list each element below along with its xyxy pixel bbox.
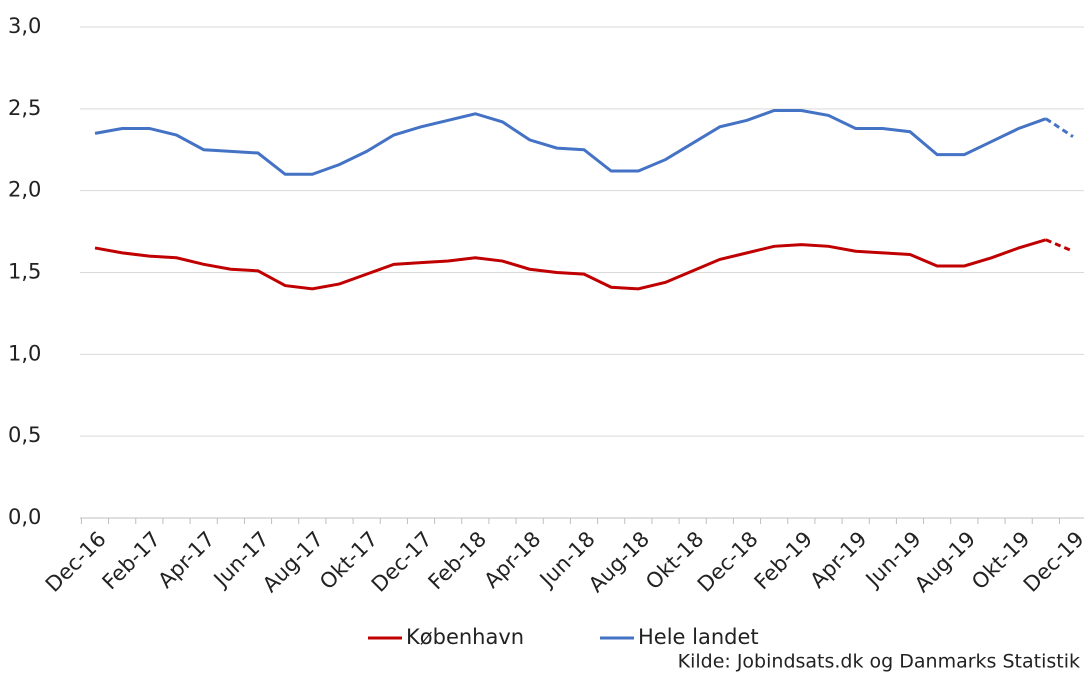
x-tick-label: Dec-17 [367, 527, 437, 597]
y-tick-label: 1,5 [8, 260, 41, 284]
x-tick-label: Feb-17 [98, 527, 166, 595]
line-dashed [1045, 238, 1074, 253]
x-tick-label: Aug-19 [910, 527, 980, 597]
x-tick-label: Dec-19 [1019, 527, 1084, 597]
y-tick-label: 1,0 [8, 341, 41, 365]
x-tick-label: Apr-17 [153, 527, 219, 593]
legend-label: Hele landet [638, 625, 759, 649]
x-tick-label: Dec-18 [693, 527, 763, 597]
x-tick-label: Apr-19 [805, 527, 871, 593]
x-tick-label: Feb-18 [424, 527, 492, 595]
x-tick-label: Apr-18 [479, 527, 545, 593]
line [94, 108, 1047, 176]
line [94, 238, 1047, 291]
y-tick-label: 0,5 [8, 423, 41, 447]
source: Kilde: Jobindsats.dk og Danmarks Statist… [678, 651, 1080, 673]
x-tick-label: Aug-18 [584, 527, 654, 597]
legend-label: København [406, 625, 524, 649]
x-tick-label: Feb-19 [750, 527, 818, 595]
x-tick-label: Aug-17 [258, 527, 328, 597]
y-tick-label: 0,0 [8, 505, 41, 529]
y-tick-label: 3,0 [8, 14, 41, 38]
y-tick-label: 2,0 [8, 178, 41, 202]
x-tick-label: Dec-16 [41, 527, 111, 597]
line-dashed [1045, 117, 1074, 138]
y-tick-label: 2,5 [8, 96, 41, 120]
